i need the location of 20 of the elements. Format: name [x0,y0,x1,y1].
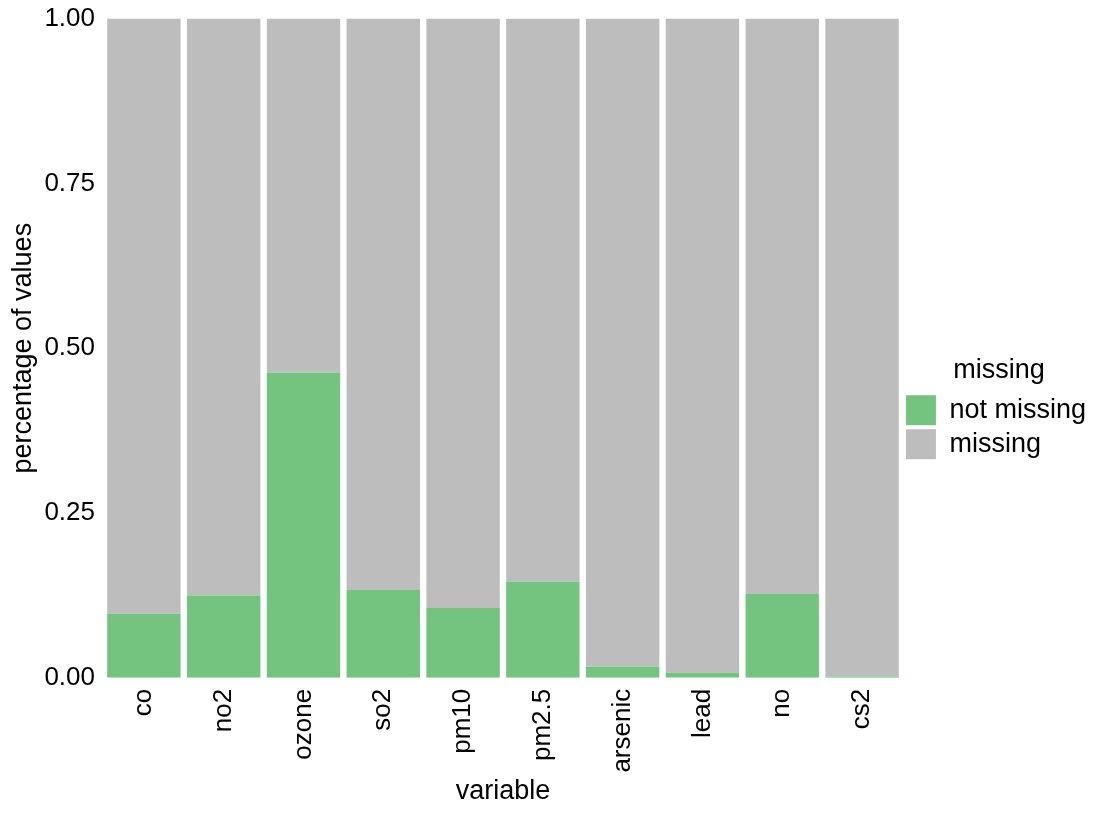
y-tick-label: 0.75 [44,166,95,197]
x-tick-label: no [765,688,796,718]
y-tick-label: 0.00 [44,660,95,691]
x-tick-label: cs2 [845,688,876,730]
x-tick-label: arsenic [605,688,636,773]
x-tick-label: pm10 [446,688,477,754]
x-tick-label: lead [685,688,716,738]
y-tick-label: 1.00 [44,1,95,32]
x-tick-label: no2 [206,688,237,733]
x-tick-label: pm2.5 [526,688,557,762]
legend-label: not missing [949,393,1087,424]
x-tick-label: ozone [286,688,317,760]
y-axis-title: percentage of values [6,222,37,474]
x-tick-label: so2 [366,688,397,731]
legend-title: missing [953,353,1045,384]
y-tick-label: 0.25 [44,496,95,527]
y-tick-label: 0.50 [44,331,95,362]
legend-label: missing [949,427,1041,458]
x-axis-title: variable [455,775,551,806]
x-tick-label: co [127,688,158,717]
